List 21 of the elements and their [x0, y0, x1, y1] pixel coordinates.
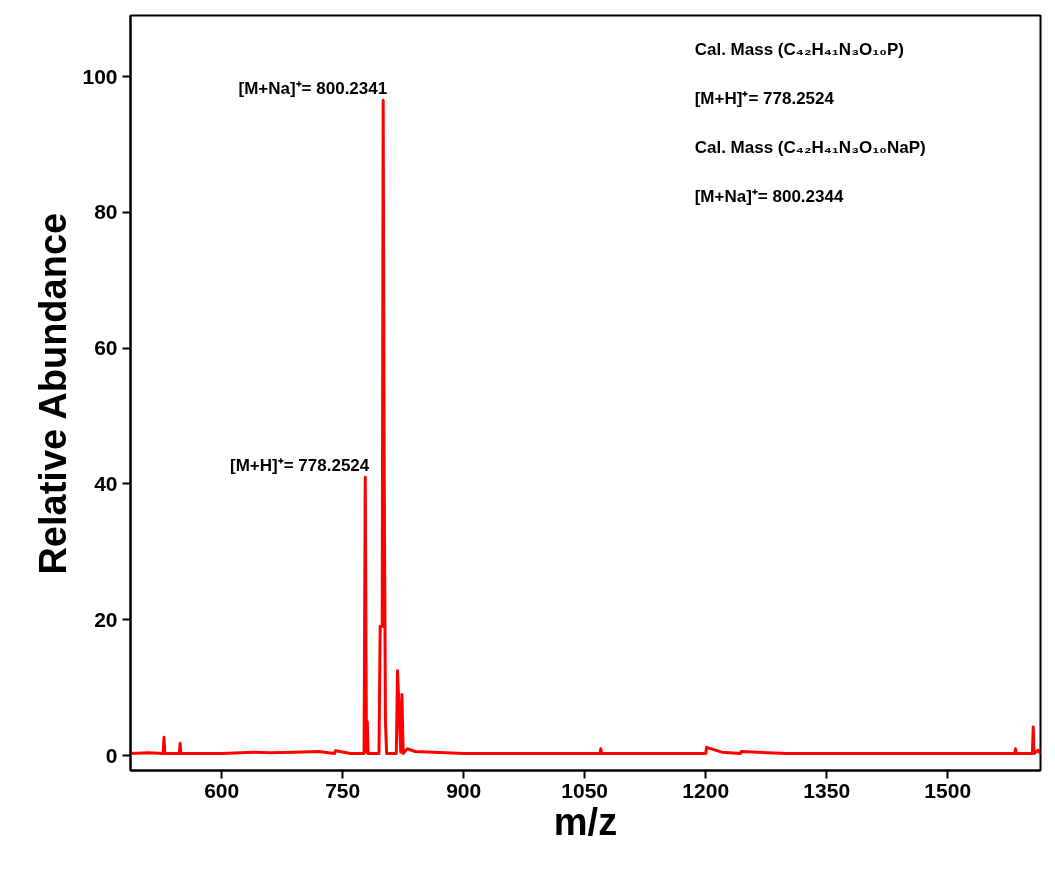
y-tick-label: 40: [94, 471, 118, 495]
y-tick-label: 100: [82, 64, 118, 88]
annotation: [M+Na]⁺= 800.2344: [694, 187, 844, 207]
x-tick-label: 750: [325, 778, 361, 802]
x-tick-label: 1050: [561, 778, 609, 802]
x-tick-label: 1200: [682, 778, 730, 802]
annotation: [M+H]⁺= 778.2524: [230, 456, 370, 476]
annotation: [M+H]⁺= 778.2524: [694, 89, 835, 109]
y-tick-label: 80: [94, 200, 118, 224]
annotation: Cal. Mass (C₄₂H₄₁N₃O₁₀NaP): [694, 138, 926, 158]
x-tick-label: 1500: [924, 778, 972, 802]
x-axis-title: m/z: [553, 800, 618, 843]
y-tick-label: 60: [94, 336, 118, 360]
y-axis-title: Relative Abundance: [32, 212, 75, 575]
x-tick-label: 600: [204, 778, 240, 802]
x-tick-label: 1350: [803, 778, 851, 802]
y-tick-label: 0: [105, 743, 118, 767]
annotation: [M+Na]⁺= 800.2341: [238, 79, 388, 99]
y-tick-label: 20: [94, 607, 118, 631]
annotation: Cal. Mass (C₄₂H₄₁N₃O₁₀P): [694, 39, 904, 59]
x-tick-label: 900: [446, 778, 482, 802]
